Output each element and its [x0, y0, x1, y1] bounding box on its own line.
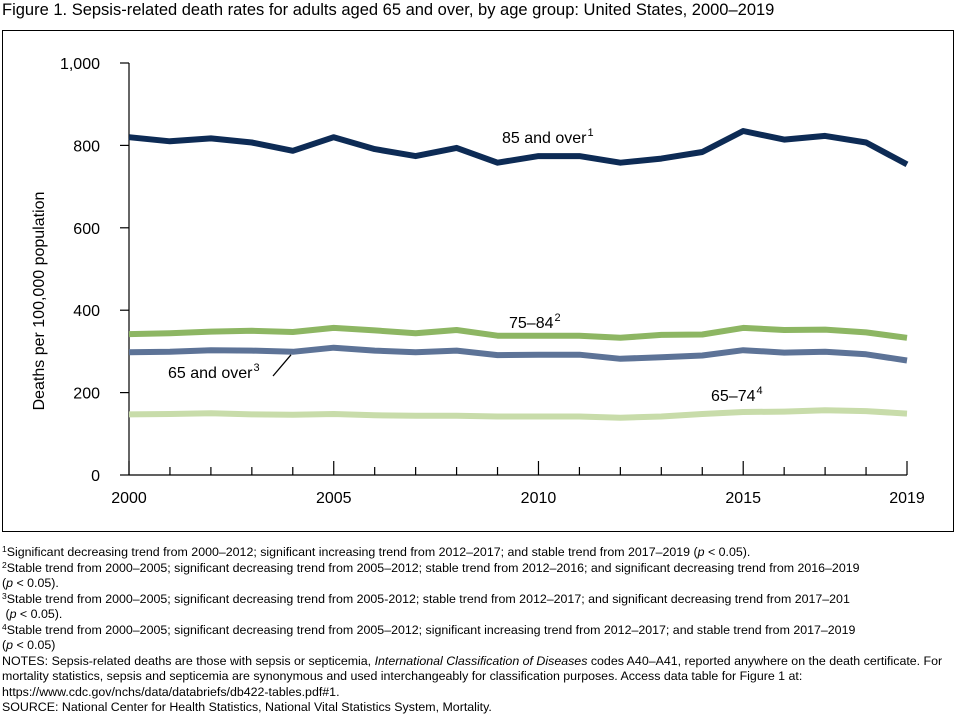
footnote-4: 4Stable trend from 2000–2005; significan…	[2, 621, 856, 637]
series-line-75-84	[128, 324, 908, 341]
series-labels: 85 and over1 75–842 65 and over3 65–744	[168, 127, 763, 405]
y-tick-label: 600	[73, 221, 100, 238]
chart-axes: 0 200 400 600 800 1,000 2000 2005 2010 2015 2019	[60, 56, 925, 507]
footnote-2: 2Stable trend from 2000–2005; significan…	[2, 559, 860, 575]
series-label-65-and-over: 65 and over3	[168, 362, 260, 382]
source-line: SOURCE: National Center for Health Stati…	[2, 700, 492, 714]
footnote-4-cont: (p < 0.05)	[2, 638, 56, 652]
y-tick-label: 200	[73, 386, 100, 403]
y-tick-label: 400	[73, 303, 100, 320]
x-tick-label: 2015	[725, 490, 761, 507]
footnote-1: 1Significant decreasing trend from 2000–…	[2, 544, 751, 559]
notes-section: 1Significant decreasing trend from 2000–…	[2, 545, 956, 716]
series-lines	[128, 128, 909, 421]
series-line-65-74	[128, 407, 908, 421]
footnote-3-cont: (p < 0.05).	[2, 607, 63, 621]
notes-paragraph: NOTES: Sepsis-related deaths are those w…	[2, 653, 943, 699]
x-tick-label: 2005	[316, 490, 352, 507]
x-tick-label: 2000	[111, 490, 147, 507]
y-axis-label: Deaths per 100,000 population	[31, 192, 48, 411]
label-leader-line	[272, 354, 292, 377]
y-tick-label: 1,000	[60, 56, 100, 73]
series-label-75-84: 75–842	[509, 312, 561, 332]
y-tick-label: 0	[91, 468, 100, 485]
x-tick-label: 2010	[521, 490, 557, 507]
footnote-2-cont: (p < 0.05).	[2, 576, 59, 590]
series-label-85-and-over: 85 and over1	[502, 127, 594, 147]
figure-title: Figure 1. Sepsis-related death rates for…	[2, 1, 775, 19]
x-tick-label: 2019	[889, 490, 925, 507]
series-line-85-and-over	[128, 128, 909, 168]
line-chart: 0 200 400 600 800 1,000 2000 2005 2010 2015 2019 8…	[31, 56, 925, 507]
y-tick-label: 800	[73, 138, 100, 155]
series-line-65-and-over	[128, 344, 908, 364]
chart-frame: 0 200 400 600 800 1,000 2000 2005 2010 2015 2019 8…	[2, 30, 954, 532]
series-label-65-74: 65–744	[711, 385, 763, 405]
footnote-3: 3Stable trend from 2000–2005; significan…	[2, 590, 850, 606]
